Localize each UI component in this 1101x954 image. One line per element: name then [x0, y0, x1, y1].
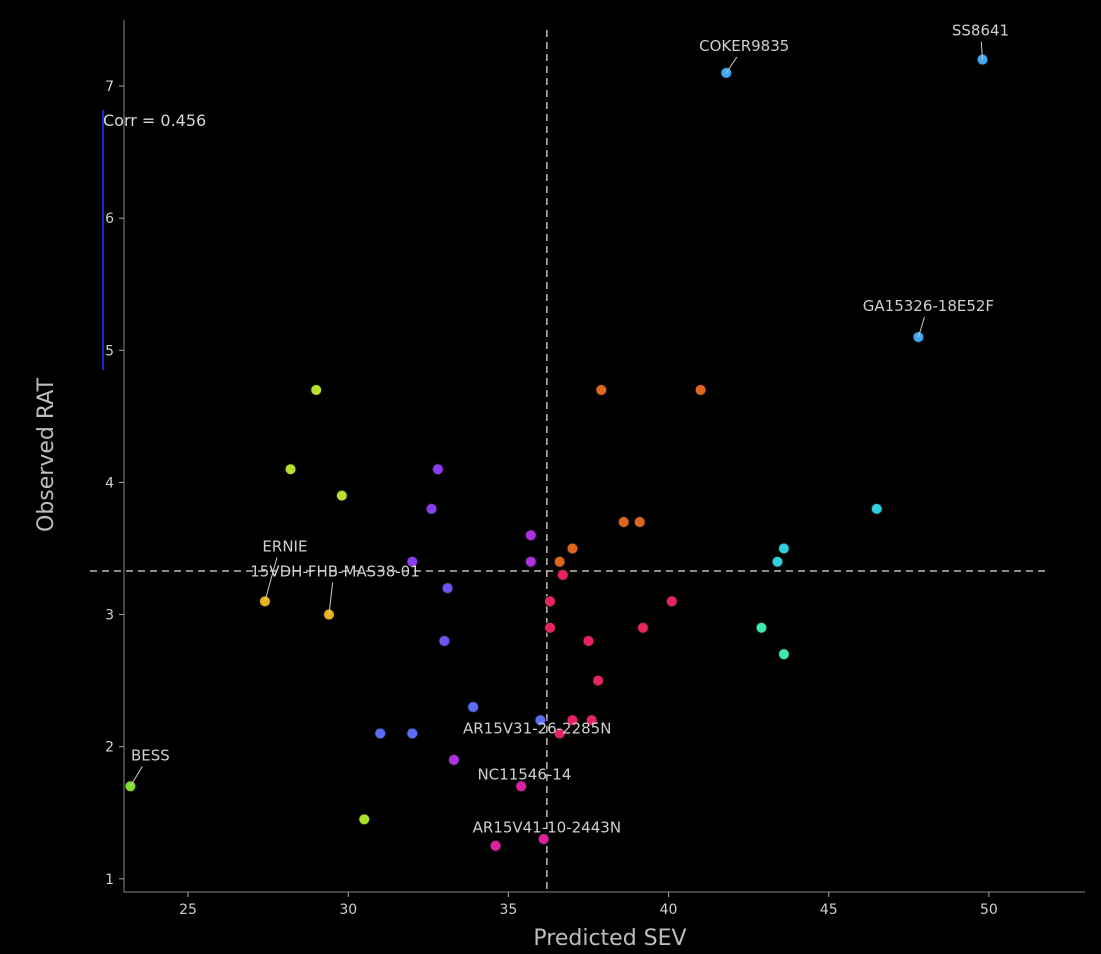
data-point	[553, 555, 566, 568]
data-point	[755, 621, 768, 634]
data-point	[553, 727, 566, 740]
y-tick-label: 3	[105, 608, 114, 624]
data-point	[406, 727, 419, 740]
data-point	[524, 529, 537, 542]
data-point	[544, 621, 557, 634]
y-tick-label: 2	[105, 740, 114, 756]
data-point	[310, 383, 323, 396]
x-axis-title: Predicted SEV	[533, 926, 686, 951]
x-tick-label: 40	[660, 902, 678, 918]
data-point	[284, 463, 297, 476]
data-point	[566, 542, 579, 555]
data-point	[335, 489, 348, 502]
point-label: BESS	[131, 746, 170, 764]
data-point	[870, 502, 883, 515]
data-point	[374, 727, 387, 740]
point-label: SS8641	[952, 22, 1009, 40]
correlation-annotation: Corr = 0.456	[103, 111, 206, 130]
data-point	[431, 463, 444, 476]
y-axis-title: Observed RAT	[34, 377, 59, 532]
label-leader	[917, 316, 925, 338]
label-leader	[129, 766, 143, 787]
data-point	[406, 555, 419, 568]
data-point	[777, 648, 790, 661]
x-tick-label: 30	[339, 902, 357, 918]
data-point	[566, 714, 579, 727]
data-point	[595, 383, 608, 396]
data-point	[771, 555, 784, 568]
data-point	[358, 813, 371, 826]
point-label: AR15V31-26-2285N	[463, 719, 611, 737]
y-tick-label: 5	[105, 343, 114, 359]
data-point	[592, 674, 605, 687]
point-label: AR15V41-10-2443N	[473, 819, 621, 837]
data-point	[467, 701, 480, 714]
y-tick-label: 7	[105, 79, 114, 95]
reference-lines	[90, 30, 1045, 892]
point-label: COKER9835	[699, 37, 789, 55]
y-tick-label: 6	[105, 211, 114, 227]
data-point	[515, 780, 528, 793]
x-tick-label: 45	[820, 902, 838, 918]
label-leader	[328, 582, 334, 615]
label-leader	[980, 41, 983, 60]
data-point	[425, 502, 438, 515]
data-point	[777, 542, 790, 555]
point-label: 15VDH-FHB-MAS38-01	[250, 563, 420, 581]
data-point	[438, 634, 451, 647]
data-point	[441, 582, 454, 595]
data-point	[556, 568, 569, 581]
data-point	[694, 383, 707, 396]
label-leader	[264, 557, 278, 602]
x-tick-label: 50	[980, 902, 998, 918]
y-tick-label: 1	[105, 872, 114, 888]
point-label: GA15326-18E52F	[863, 297, 994, 315]
data-point	[537, 833, 550, 846]
data-point	[582, 634, 595, 647]
x-tick-label: 35	[499, 902, 517, 918]
data-point	[633, 516, 646, 529]
data-point	[534, 714, 547, 727]
data-point	[636, 621, 649, 634]
data-point	[617, 516, 630, 529]
x-tick-label: 25	[179, 902, 197, 918]
data-point	[585, 714, 598, 727]
data-point	[544, 595, 557, 608]
label-leader	[725, 56, 738, 74]
data-point	[447, 753, 460, 766]
data-point	[524, 555, 537, 568]
point-label: NC11546-14	[477, 766, 571, 784]
y-tick-label: 4	[105, 475, 114, 491]
point-labels: SS8641 COKER9835 GA15326-18E52F ERNIE 15VDH-…	[129, 22, 1009, 837]
data-point	[489, 839, 502, 852]
point-label: ERNIE	[262, 537, 307, 555]
data-point	[665, 595, 678, 608]
